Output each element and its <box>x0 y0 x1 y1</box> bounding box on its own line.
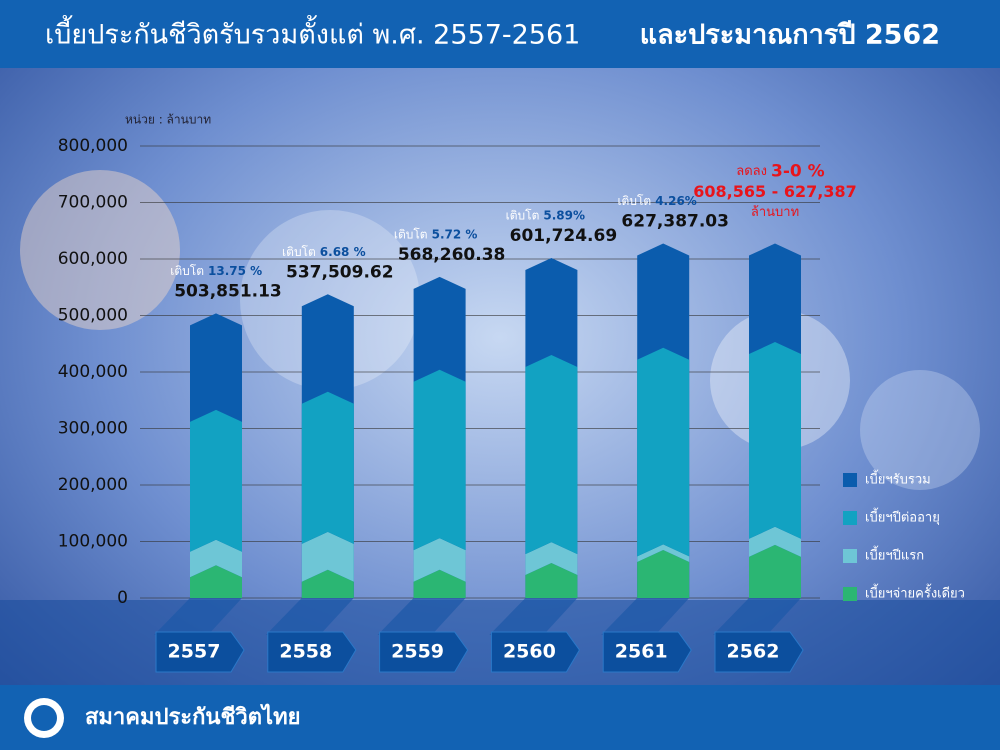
legend-swatch <box>843 549 857 563</box>
forecast-prefix: ลดลง <box>736 164 767 179</box>
growth-label: 5.89% <box>543 209 585 223</box>
legend-swatch <box>843 511 857 525</box>
growth-prefix: เติบโต <box>394 227 428 241</box>
bar-segment <box>301 531 354 582</box>
title-bold: และประมาณการปี 2562 <box>640 20 940 51</box>
legend-label: เบี้ยฯปีต่ออายุ <box>865 508 940 526</box>
bar-segment <box>525 355 578 555</box>
legend-swatch <box>843 473 857 487</box>
value-label: 601,724.69 <box>510 226 618 246</box>
year-connector <box>265 598 354 635</box>
y-tick-label: 300,000 <box>58 419 128 439</box>
bar-segment <box>749 526 801 557</box>
value-label: 537,509.62 <box>286 262 394 282</box>
year-connector <box>489 598 578 635</box>
legend-label: เบี้ยฯจ่ายครั้งเดียว <box>865 584 965 602</box>
legend-label: เบี้ยฯรับรวม <box>865 470 931 488</box>
bar-segment <box>301 391 354 544</box>
forecast-change: 3-0 % <box>771 162 825 182</box>
bar-segment <box>637 347 690 557</box>
footer-text: สมาคมประกันชีวิตไทย <box>85 703 301 730</box>
bar-segment <box>525 542 578 575</box>
x-tick-label: 2562 <box>727 641 780 663</box>
forecast-range: 608,565 - 627,387 <box>693 182 857 201</box>
bar-segment <box>749 544 801 598</box>
year-badge <box>267 631 357 673</box>
bar-segment <box>190 409 242 552</box>
bar-segment <box>301 569 354 598</box>
y-tick-label: 800,000 <box>58 136 128 156</box>
bokeh <box>860 370 980 490</box>
y-tick-label: 400,000 <box>58 362 128 382</box>
year-connector <box>377 598 466 635</box>
x-tick-label: 2559 <box>391 641 444 663</box>
bar-segment <box>413 569 466 598</box>
growth-prefix: เติบโต <box>170 264 204 278</box>
year-connector <box>713 598 801 635</box>
growth-label: 5.72 % <box>432 227 478 241</box>
bar-segment <box>413 369 466 551</box>
y-tick-label: 200,000 <box>58 475 128 495</box>
bar-segment <box>637 549 690 598</box>
bar-segment <box>525 562 578 598</box>
year-badge <box>379 631 469 673</box>
value-label: 568,260.38 <box>398 245 506 265</box>
x-tick-label: 2557 <box>168 641 221 663</box>
growth-prefix: เติบโต <box>282 245 316 259</box>
y-tick-label: 600,000 <box>58 249 128 269</box>
bar-segment <box>637 544 690 562</box>
bokeh <box>20 170 180 330</box>
y-tick-label: 700,000 <box>58 193 128 213</box>
value-label: 503,851.13 <box>174 281 282 301</box>
footer-band <box>0 685 1000 750</box>
legend-swatch <box>843 587 857 601</box>
title: เบี้ยประกันชีวิตรับรวมตั้งแต่ พ.ศ. 2557-… <box>45 15 580 51</box>
value-label: 627,387.03 <box>621 212 729 232</box>
bar-segment <box>190 539 242 578</box>
growth-prefix: เติบโต <box>617 194 651 208</box>
bar-segment <box>749 342 801 539</box>
unit-label: หน่วย : ล้านบาท <box>125 113 211 127</box>
growth-label: 4.26% <box>655 194 697 208</box>
legend-label: เบี้ยฯปีแรก <box>865 546 924 564</box>
y-tick-label: 500,000 <box>58 306 128 326</box>
year-badge <box>490 631 580 673</box>
forecast-unit: ล้านบาท <box>751 205 799 220</box>
bar-segment <box>413 538 466 582</box>
bar-segment <box>190 565 242 598</box>
year-connector <box>601 598 690 635</box>
year-badge <box>602 631 692 673</box>
growth-label: 13.75 % <box>208 264 262 278</box>
x-tick-label: 2558 <box>279 641 332 663</box>
year-connector <box>154 598 242 635</box>
header <box>0 0 1000 68</box>
y-tick-label: 100,000 <box>58 532 128 552</box>
x-tick-label: 2561 <box>615 641 668 663</box>
logo-inner <box>31 705 57 731</box>
y-tick-label: 0 <box>117 588 128 608</box>
growth-prefix: เติบโต <box>506 209 540 223</box>
x-tick-label: 2560 <box>503 641 556 663</box>
year-badge <box>155 631 245 673</box>
growth-label: 6.68 % <box>320 245 366 259</box>
year-badge <box>714 631 804 673</box>
